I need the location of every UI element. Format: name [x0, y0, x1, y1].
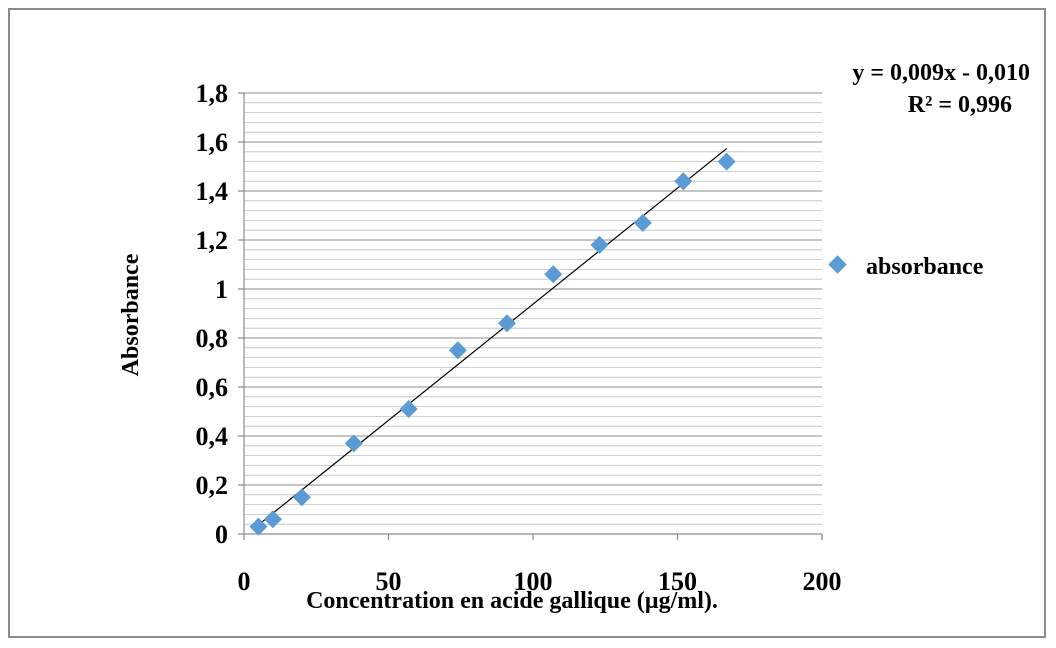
y-tick-label: 1,4: [196, 177, 229, 206]
trendline: [258, 148, 728, 526]
y-tick-label: 1,8: [196, 79, 229, 108]
data-point: [344, 434, 363, 453]
x-tick-label: 0: [238, 567, 251, 596]
y-tick-label: 1,2: [196, 226, 229, 255]
y-tick-label: 0: [215, 520, 228, 549]
data-point: [633, 213, 652, 232]
data-point: [674, 172, 693, 191]
legend-label: absorbance: [866, 254, 984, 280]
data-point: [590, 235, 609, 254]
legend-marker: [828, 255, 847, 274]
data-point: [399, 400, 418, 419]
trendline-equation: y = 0,009x - 0,010: [852, 60, 1030, 86]
data-point: [263, 510, 282, 529]
data-point: [544, 265, 563, 284]
y-tick-label: 1,6: [196, 128, 229, 157]
x-tick-label: 200: [803, 567, 842, 596]
tick-labels: 0 0,2 0,4 0,6 0,8 1 1,2 1,4 1,6 1,8 0 50 100 150 200: [196, 79, 842, 596]
trendline-group: [258, 148, 728, 526]
data-point: [717, 152, 736, 171]
y-axis-title: Absorbance: [118, 253, 144, 376]
x-tick-label: 100: [514, 567, 553, 596]
y-tick-label: 1: [215, 275, 228, 304]
y-tick-label: 0,2: [196, 471, 229, 500]
gridlines: [244, 92, 822, 535]
data-points: [249, 152, 736, 536]
data-point: [448, 341, 467, 360]
y-tick-label: 0,8: [196, 324, 229, 353]
legend: absorbance: [828, 254, 984, 280]
axes: [238, 92, 823, 540]
x-tick-label: 50: [376, 567, 402, 596]
data-point: [249, 517, 268, 536]
trendline-r2: R² = 0,996: [908, 92, 1012, 118]
data-point: [497, 314, 516, 333]
x-tick-label: 150: [658, 567, 697, 596]
y-tick-label: 0,6: [196, 373, 229, 402]
y-tick-label: 0,4: [196, 422, 229, 451]
x-axis-title: Concentration en acide gallique (µg/ml).: [306, 588, 718, 614]
data-point: [292, 488, 311, 507]
